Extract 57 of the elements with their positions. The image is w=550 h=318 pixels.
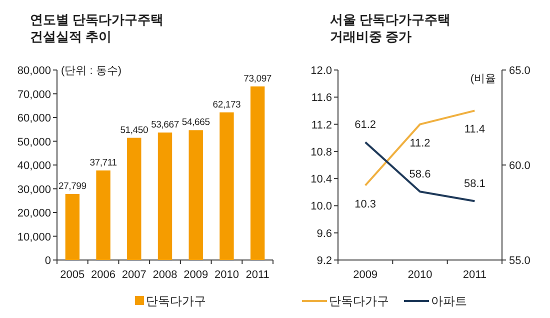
y-tick-label: 50,000 — [17, 136, 51, 148]
y-tick-label: 80,000 — [17, 65, 51, 77]
data-label: 61.2 — [354, 119, 376, 132]
x-tick-label: 2008 — [152, 269, 178, 281]
bar — [250, 86, 265, 260]
bar — [220, 112, 234, 260]
y-tick-label: 70,000 — [17, 88, 51, 101]
data-label: 10.3 — [354, 198, 376, 210]
data-label: 11.2 — [410, 137, 430, 150]
data-label: 58.1 — [464, 178, 486, 190]
data-label: 27,799 — [58, 180, 86, 192]
y-tick-label: 20,000 — [17, 208, 51, 220]
y2-tick-label: 60.0 — [509, 160, 530, 172]
bar — [127, 138, 142, 260]
bar — [65, 194, 80, 260]
x-tick-label: 2009 — [184, 269, 208, 281]
y-tick-label: 10.8 — [310, 146, 332, 158]
data-label: 11.4 — [464, 124, 485, 136]
chart-title: 서울 단독다가구주택 거래비중 증가 — [330, 12, 451, 44]
data-label: 58.6 — [409, 168, 431, 181]
y-tick-label: 30,000 — [17, 184, 51, 196]
chart-title: 연도별 단독다가구주택 건설실적 추이 — [30, 12, 164, 44]
annotation: (비율 — [470, 73, 496, 85]
y-tick-label: 60,000 — [17, 112, 51, 124]
y-tick-label: 9.2 — [316, 255, 332, 267]
x-tick-label: 2010 — [408, 269, 432, 281]
x-tick-label: 2009 — [353, 269, 378, 281]
x-tick-label: 2007 — [122, 269, 146, 281]
y-tick-label: 11.6 — [311, 92, 332, 104]
legend-label: 아파트 — [431, 294, 467, 308]
data-label: 62,173 — [212, 99, 241, 110]
data-label: 73,097 — [244, 73, 272, 84]
y-tick-label: 11.2 — [311, 119, 332, 132]
bar — [158, 132, 172, 260]
bar — [96, 170, 110, 260]
y-tick-label: 0 — [44, 255, 51, 267]
y2-tick-label: 55.0 — [509, 255, 530, 267]
legend-label: 단독다가구 — [146, 294, 206, 308]
x-tick-label: 2005 — [60, 269, 85, 281]
data-label: 53,667 — [151, 120, 179, 131]
annotation: (단위 : 동수) — [61, 65, 122, 77]
y-tick-label: 10.4 — [310, 174, 332, 186]
bar — [188, 130, 203, 260]
y-tick-label: 40,000 — [17, 160, 51, 172]
x-tick-label: 2010 — [214, 269, 239, 281]
legend-label: 단독다가구 — [329, 294, 389, 308]
data-label: 51,450 — [120, 124, 148, 136]
x-tick-label: 2006 — [91, 269, 116, 281]
x-tick-label: 2011 — [246, 269, 270, 281]
data-label: 37,711 — [90, 157, 117, 168]
data-label: 54,665 — [182, 117, 210, 128]
y-tick-label: 10,000 — [17, 231, 51, 244]
y2-tick-label: 65.0 — [509, 65, 530, 77]
x-tick-label: 2011 — [462, 269, 486, 281]
y-tick-label: 9.6 — [316, 228, 332, 240]
y-tick-label: 10.0 — [310, 200, 332, 213]
y-tick-label: 12.0 — [310, 65, 332, 77]
